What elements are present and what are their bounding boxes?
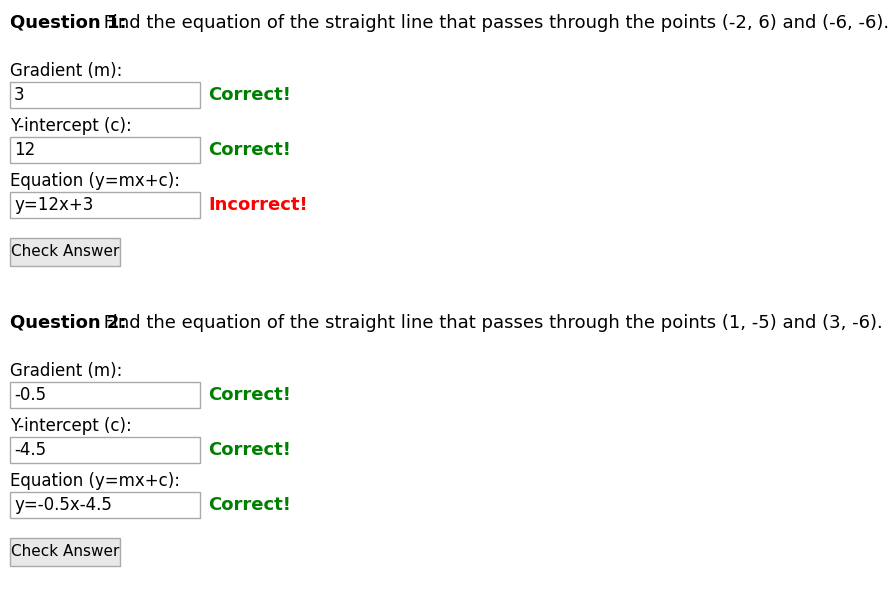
FancyBboxPatch shape: [10, 137, 200, 163]
Text: Gradient (m):: Gradient (m):: [10, 62, 122, 80]
Text: Incorrect!: Incorrect!: [208, 196, 308, 214]
Text: y=-0.5x-4.5: y=-0.5x-4.5: [14, 496, 112, 514]
FancyBboxPatch shape: [10, 437, 200, 463]
Text: 3: 3: [14, 86, 25, 104]
Text: y=12x+3: y=12x+3: [14, 196, 93, 214]
FancyBboxPatch shape: [10, 82, 200, 108]
Text: Correct!: Correct!: [208, 441, 291, 459]
Text: Correct!: Correct!: [208, 141, 291, 159]
Text: 12: 12: [14, 141, 35, 159]
Text: Equation (y=mx+c):: Equation (y=mx+c):: [10, 472, 180, 490]
Text: Find the equation of the straight line that passes through the points (1, -5) an: Find the equation of the straight line t…: [98, 314, 882, 332]
Text: Find the equation of the straight line that passes through the points (-2, 6) an: Find the equation of the straight line t…: [98, 14, 890, 32]
FancyBboxPatch shape: [10, 238, 120, 266]
FancyBboxPatch shape: [10, 382, 200, 408]
Text: Check Answer: Check Answer: [11, 545, 119, 559]
Text: Check Answer: Check Answer: [11, 245, 119, 259]
Text: Question 2:: Question 2:: [10, 314, 126, 332]
Text: Correct!: Correct!: [208, 496, 291, 514]
Text: Correct!: Correct!: [208, 86, 291, 104]
Text: Y-intercept (c):: Y-intercept (c):: [10, 117, 131, 135]
Text: Correct!: Correct!: [208, 386, 291, 404]
Text: Gradient (m):: Gradient (m):: [10, 362, 122, 380]
Text: -4.5: -4.5: [14, 441, 46, 459]
Text: Question 1:: Question 1:: [10, 14, 126, 32]
FancyBboxPatch shape: [10, 192, 200, 218]
Text: -0.5: -0.5: [14, 386, 46, 404]
Text: Y-intercept (c):: Y-intercept (c):: [10, 417, 131, 435]
FancyBboxPatch shape: [10, 492, 200, 518]
Text: Equation (y=mx+c):: Equation (y=mx+c):: [10, 172, 180, 190]
FancyBboxPatch shape: [10, 538, 120, 566]
